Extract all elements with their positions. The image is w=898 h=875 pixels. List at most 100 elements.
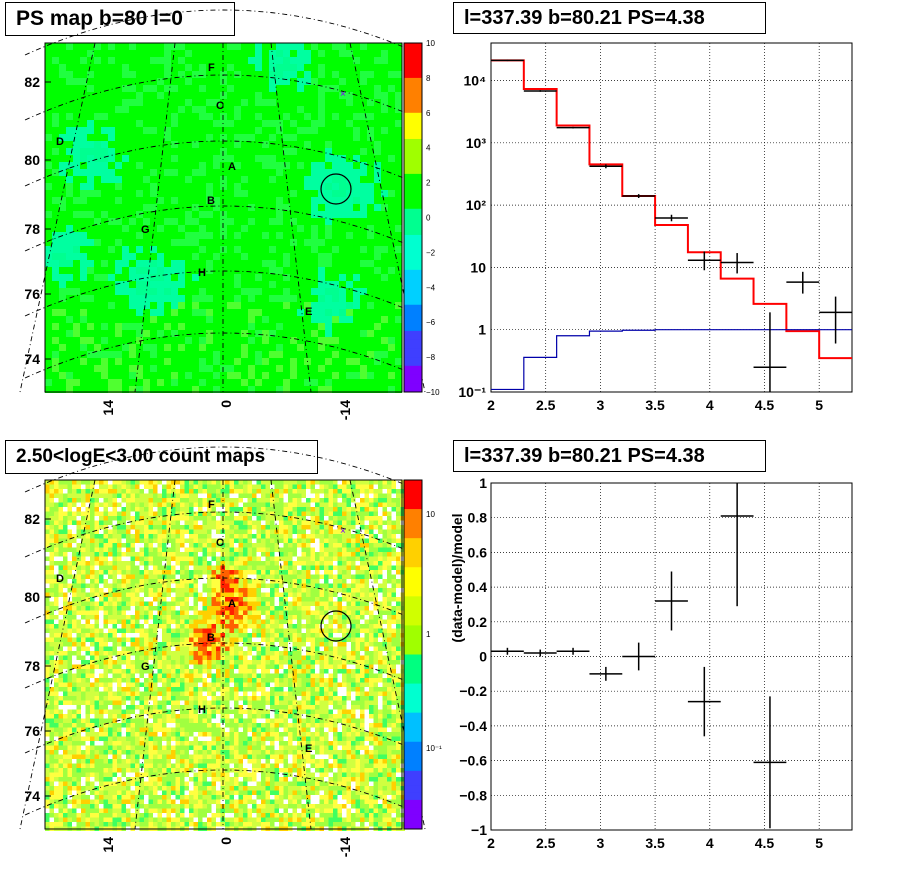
map-pixel (59, 309, 66, 316)
map-pixel (279, 561, 284, 566)
map-pixel (192, 309, 199, 316)
map-pixel (66, 57, 73, 64)
map-pixel (178, 288, 185, 295)
map-pixel (276, 267, 283, 274)
map-pixel (90, 547, 95, 552)
map-pixel (374, 316, 381, 323)
map-pixel (391, 534, 396, 539)
map-pixel (130, 511, 135, 516)
map-pixel (395, 183, 402, 190)
map-pixel (175, 606, 180, 611)
map-pixel (346, 344, 353, 351)
map-pixel (318, 218, 325, 225)
map-pixel (262, 274, 269, 281)
map-pixel (391, 547, 396, 552)
map-pixel (290, 253, 297, 260)
map-pixel (81, 547, 86, 552)
map-pixel (66, 99, 73, 106)
map-pixel (387, 502, 392, 507)
map-pixel (99, 592, 104, 597)
map-pixel (279, 529, 284, 534)
map-pixel (108, 197, 115, 204)
map-pixel (342, 538, 347, 543)
map-pixel (311, 344, 318, 351)
map-pixel (143, 155, 150, 162)
map-pixel (45, 606, 50, 611)
map-pixel (360, 365, 367, 372)
map-pixel (199, 183, 206, 190)
map-pixel (367, 267, 374, 274)
map-pixel (255, 134, 262, 141)
map-pixel (374, 64, 381, 71)
map-pixel (45, 579, 50, 584)
map-pixel (381, 57, 388, 64)
map-pixel (108, 99, 115, 106)
map-pixel (342, 583, 347, 588)
map-pixel (288, 489, 293, 494)
map-pixel (292, 565, 297, 570)
map-pixel (378, 588, 383, 593)
map-pixel (255, 106, 262, 113)
map-pixel (256, 538, 261, 543)
map-pixel (337, 480, 342, 485)
map-pixel (52, 239, 59, 246)
map-pixel (301, 592, 306, 597)
map-pixel (255, 337, 262, 344)
map-pixel (241, 155, 248, 162)
map-pixel (301, 579, 306, 584)
map-pixel (332, 337, 339, 344)
map-pixel (369, 556, 374, 561)
map-pixel (122, 225, 129, 232)
map-pixel (199, 232, 206, 239)
map-pixel (153, 547, 158, 552)
map-pixel (162, 511, 167, 516)
map-pixel (388, 288, 395, 295)
map-pixel (333, 502, 338, 507)
map-pixel (388, 372, 395, 379)
map-pixel (185, 169, 192, 176)
map-pixel (54, 597, 59, 602)
map-pixel (150, 183, 157, 190)
map-pixel (178, 190, 185, 197)
map-pixel (220, 507, 225, 512)
map-pixel (122, 253, 129, 260)
map-pixel (45, 274, 52, 281)
map-pixel (234, 344, 241, 351)
map-pixel (374, 78, 381, 85)
map-pixel (81, 606, 86, 611)
map-pixel (225, 534, 230, 539)
map-pixel (121, 543, 126, 548)
map-pixel (328, 570, 333, 575)
map-pixel (185, 295, 192, 302)
map-pixel (180, 552, 185, 557)
map-pixel (80, 162, 87, 169)
map-pixel (76, 570, 81, 575)
map-pixel (206, 127, 213, 134)
map-pixel (94, 358, 101, 365)
map-pixel (387, 588, 392, 593)
map-pixel (290, 323, 297, 330)
map-pixel (164, 316, 171, 323)
map-pixel (360, 246, 367, 253)
map-pixel (283, 579, 288, 584)
map-pixel (342, 547, 347, 552)
map-pixel (283, 155, 290, 162)
map-pixel (189, 547, 194, 552)
map-pixel (229, 498, 234, 503)
map-pixel (90, 493, 95, 498)
map-pixel (283, 574, 288, 579)
map-pixel (198, 579, 203, 584)
map-pixel (129, 365, 136, 372)
map-pixel (129, 274, 136, 281)
map-pixel (255, 211, 262, 218)
map-pixel (396, 516, 401, 521)
map-pixel (178, 337, 185, 344)
map-pixel (255, 141, 262, 148)
map-pixel (360, 316, 367, 323)
map-pixel (99, 610, 104, 615)
map-pixel (351, 592, 356, 597)
map-pixel (395, 218, 402, 225)
map-pixel (108, 43, 115, 50)
map-pixel (189, 588, 194, 593)
map-pixel (193, 520, 198, 525)
